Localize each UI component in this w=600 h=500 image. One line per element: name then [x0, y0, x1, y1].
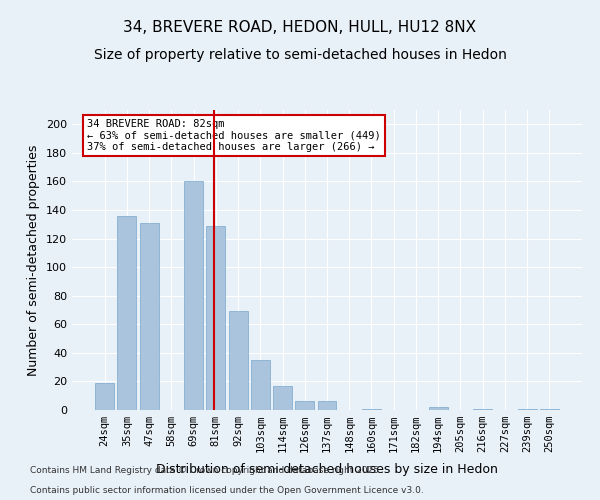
Bar — [206, 226, 225, 410]
Bar — [251, 360, 270, 410]
Text: 34 BREVERE ROAD: 82sqm
← 63% of semi-detached houses are smaller (449)
37% of se: 34 BREVERE ROAD: 82sqm ← 63% of semi-det… — [88, 119, 381, 152]
Bar — [317, 402, 337, 410]
Bar — [429, 407, 448, 410]
Bar — [118, 216, 136, 410]
Bar — [473, 408, 492, 410]
Text: Size of property relative to semi-detached houses in Hedon: Size of property relative to semi-detach… — [94, 48, 506, 62]
Bar — [95, 383, 114, 410]
Bar — [540, 408, 559, 410]
Y-axis label: Number of semi-detached properties: Number of semi-detached properties — [28, 144, 40, 376]
X-axis label: Distribution of semi-detached houses by size in Hedon: Distribution of semi-detached houses by … — [156, 464, 498, 476]
Bar — [518, 408, 536, 410]
Bar — [229, 312, 248, 410]
Bar — [273, 386, 292, 410]
Text: Contains public sector information licensed under the Open Government Licence v3: Contains public sector information licen… — [30, 486, 424, 495]
Bar — [184, 182, 203, 410]
Bar — [140, 223, 158, 410]
Bar — [295, 402, 314, 410]
Bar — [362, 408, 381, 410]
Text: 34, BREVERE ROAD, HEDON, HULL, HU12 8NX: 34, BREVERE ROAD, HEDON, HULL, HU12 8NX — [124, 20, 476, 35]
Text: Contains HM Land Registry data © Crown copyright and database right 2025.: Contains HM Land Registry data © Crown c… — [30, 466, 382, 475]
